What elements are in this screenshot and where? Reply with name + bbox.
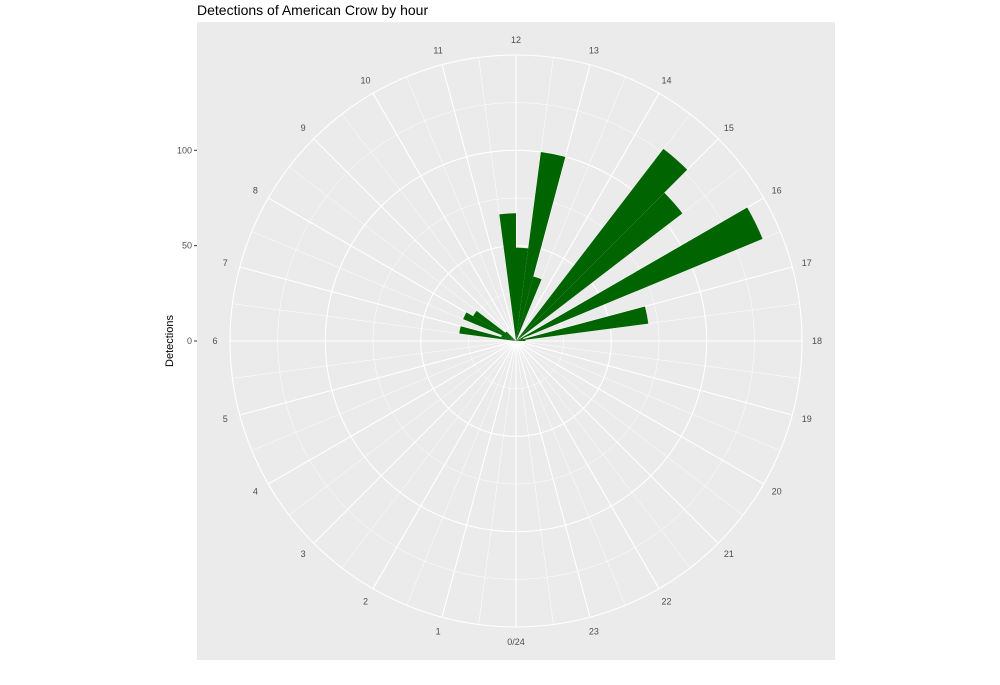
hour-label-9: 9 (301, 123, 306, 133)
hour-label-13: 13 (589, 45, 599, 55)
y-tick-label-50: 50 (182, 241, 192, 251)
major-spoke (372, 340, 517, 589)
major-spoke (268, 197, 517, 342)
chart-title: Detections of American Crow by hour (197, 2, 429, 18)
hour-label-5: 5 (223, 414, 228, 424)
major-spoke (515, 340, 793, 416)
y-axis-title: Detections (164, 315, 176, 367)
hour-tick-labels: 0/24123456789101112131415161718192021222… (212, 35, 822, 647)
hour-label-3: 3 (301, 549, 306, 559)
hour-label-15: 15 (724, 123, 734, 133)
hour-label-22: 22 (661, 597, 671, 607)
hour-label-8: 8 (253, 186, 258, 196)
bar-hour-8-75 (505, 331, 516, 341)
major-spoke (239, 340, 517, 416)
major-spoke (515, 340, 660, 589)
bar-hour-16-25 (516, 207, 763, 341)
bar-hour-7-25 (501, 335, 516, 341)
y-tick-label-0: 0 (187, 336, 192, 346)
bars (459, 148, 763, 341)
major-spoke (268, 340, 517, 485)
bar-hour-11-75 (499, 213, 516, 341)
hour-label-7: 7 (223, 258, 228, 268)
bar-hour-7-75 (463, 312, 516, 341)
bar-hour-6-75 (459, 326, 516, 341)
hour-label-10: 10 (360, 75, 370, 85)
hour-label-23: 23 (589, 627, 599, 637)
y-axis: 0 50 100 (177, 145, 197, 346)
hour-label-17: 17 (802, 258, 812, 268)
bar-hour-17-25 (516, 306, 649, 341)
hour-label-14: 14 (661, 75, 671, 85)
y-tick-label-100: 100 (177, 145, 192, 155)
bar-hour-12-25 (516, 247, 529, 341)
major-spoke (313, 138, 517, 342)
major-spoke (441, 64, 517, 342)
hour-label-12: 12 (511, 35, 521, 45)
bar-hour-17-75 (516, 339, 526, 341)
hour-label-2: 2 (363, 597, 368, 607)
major-spoke (372, 93, 517, 342)
major-spoke (441, 340, 517, 618)
bar-hour-16-75 (516, 338, 524, 341)
hour-label-0: 0/24 (507, 637, 525, 647)
major-spoke (515, 93, 660, 342)
hour-label-21: 21 (724, 549, 734, 559)
major-spoke (515, 340, 591, 618)
major-spoke (515, 340, 719, 544)
hour-label-16: 16 (772, 186, 782, 196)
bar-hour-15-25 (516, 192, 683, 341)
bar-hour-12-75 (516, 151, 566, 341)
major-gridlines (229, 54, 803, 628)
major-spoke (239, 266, 517, 342)
hour-label-18: 18 (812, 336, 822, 346)
major-spoke (313, 340, 517, 544)
hour-label-19: 19 (802, 414, 812, 424)
major-spoke (515, 340, 764, 485)
hour-label-4: 4 (253, 487, 258, 497)
major-spoke (515, 266, 793, 342)
bar-hour-8-25 (473, 310, 516, 341)
bar-hour-13-25 (516, 276, 542, 341)
hour-label-1: 1 (436, 627, 441, 637)
bar-hour-14-75 (516, 148, 688, 341)
hour-label-20: 20 (772, 487, 782, 497)
hour-label-11: 11 (433, 45, 442, 55)
hour-label-6: 6 (212, 336, 217, 346)
